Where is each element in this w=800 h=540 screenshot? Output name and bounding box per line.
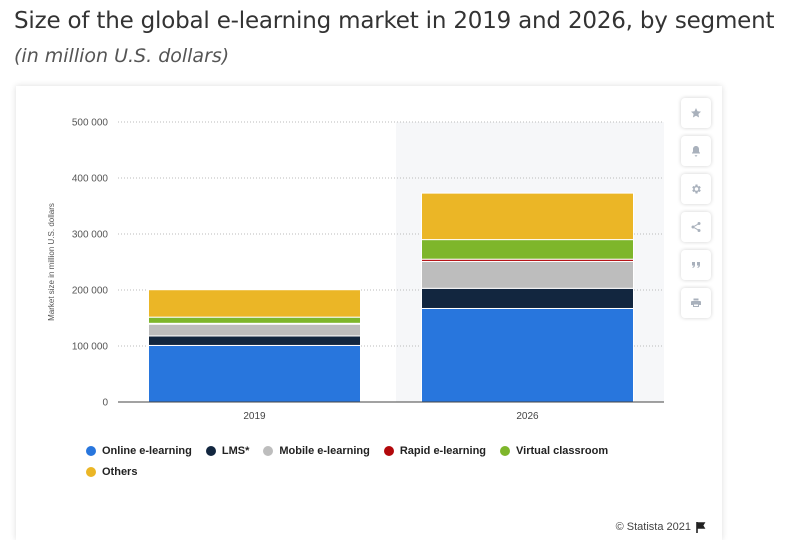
flag-icon: [696, 521, 706, 533]
chart-card: 0 100 000 200 000 300 000 400 000 500 000 Mark…: [16, 86, 722, 540]
share-button[interactable]: [681, 212, 711, 242]
bar-segment: [421, 287, 634, 309]
star-icon: [691, 108, 701, 118]
legend-swatch: [86, 445, 96, 456]
bar-segment: [421, 307, 634, 403]
legend-item[interactable]: Online e-learning: [86, 444, 192, 457]
bell-icon: [692, 146, 700, 157]
legend-label: Online e-learning: [102, 444, 192, 457]
legend-item[interactable]: Virtual classroom: [500, 444, 608, 457]
gear-icon: [692, 184, 701, 194]
bar-segment: [148, 344, 361, 403]
notification-button[interactable]: [681, 136, 711, 166]
legend-item[interactable]: Others: [86, 465, 137, 478]
legend-swatch: [86, 466, 96, 477]
bar-segment: [148, 323, 361, 337]
settings-button[interactable]: [681, 174, 711, 204]
quote-icon: [692, 262, 700, 268]
legend-item[interactable]: LMS*: [205, 444, 250, 457]
legend-item[interactable]: Rapid e-learning: [383, 444, 487, 457]
legend-swatch: [205, 445, 216, 456]
legend-label: LMS*: [221, 444, 250, 457]
page-title: Size of the global e-learning market in …: [14, 8, 775, 34]
x-tick-label: 2026: [516, 411, 539, 422]
bar-segment: [148, 289, 361, 318]
statista-credit[interactable]: © Statista 2021: [616, 521, 706, 533]
print-button[interactable]: [681, 288, 711, 318]
legend-item[interactable]: Mobile e-learning: [263, 444, 370, 457]
chart-legend: Online e-learning LMS* Mobile e-learning Ra…: [86, 444, 646, 478]
y-tick-label: 200 000: [72, 286, 109, 297]
legend-label: Virtual classroom: [516, 444, 609, 457]
share-icon: [691, 222, 701, 232]
bar-segment: [421, 192, 634, 241]
favorite-button[interactable]: [681, 98, 711, 128]
credit-text: © Statista 2021: [615, 521, 691, 533]
y-tick-label: 300 000: [72, 230, 109, 241]
legend-swatch: [383, 445, 394, 456]
bar-segment: [148, 335, 361, 346]
print-icon: [691, 298, 701, 307]
y-tick-label: 500 000: [72, 118, 109, 129]
legend-swatch: [263, 445, 274, 456]
y-tick-label: 400 000: [72, 174, 109, 185]
legend-label: Mobile e-learning: [279, 444, 370, 457]
y-tick-label: 0: [102, 398, 108, 409]
bar-segment: [421, 260, 634, 289]
legend-label: Rapid e-learning: [399, 444, 487, 457]
bar-segment: [148, 316, 361, 324]
cite-button[interactable]: [681, 250, 711, 280]
legend-swatch: [500, 445, 511, 456]
y-tick-label: 100 000: [72, 342, 109, 353]
page-subtitle: (in million U.S. dollars): [14, 45, 230, 67]
y-axis-label: Market size in million U.S. dollars: [47, 203, 56, 321]
stacked-bar-chart: 0 100 000 200 000 300 000 400 000 500 000 Mark…: [47, 118, 664, 422]
x-tick-label: 2019: [243, 411, 266, 422]
bar-segment: [421, 239, 634, 260]
legend-label: Others: [102, 465, 138, 478]
